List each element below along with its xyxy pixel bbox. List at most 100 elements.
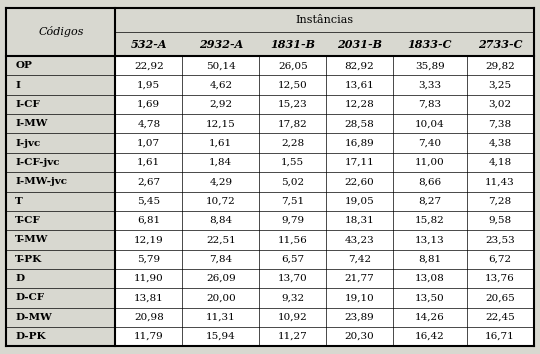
Bar xyxy=(182,114,259,133)
Bar xyxy=(467,56,534,75)
Text: 1,07: 1,07 xyxy=(137,139,160,148)
Bar xyxy=(116,192,182,211)
Text: 22,92: 22,92 xyxy=(134,61,164,70)
Bar xyxy=(467,211,534,230)
Text: 20,98: 20,98 xyxy=(134,313,164,322)
Bar xyxy=(182,250,259,269)
Bar xyxy=(259,269,326,288)
Text: T-MW: T-MW xyxy=(15,235,49,244)
Text: 10,04: 10,04 xyxy=(415,119,445,128)
Bar xyxy=(259,308,326,327)
Text: 11,90: 11,90 xyxy=(134,274,164,283)
Text: 11,56: 11,56 xyxy=(278,235,308,244)
Text: Instâncias: Instâncias xyxy=(295,15,354,25)
Text: D-PK: D-PK xyxy=(15,332,46,341)
Bar xyxy=(259,230,326,250)
Text: 6,72: 6,72 xyxy=(489,255,512,264)
Text: 23,89: 23,89 xyxy=(345,313,374,322)
Text: 7,51: 7,51 xyxy=(281,197,305,206)
Text: 7,42: 7,42 xyxy=(348,255,371,264)
Text: I-CF-jvc: I-CF-jvc xyxy=(15,158,60,167)
Text: 6,57: 6,57 xyxy=(281,255,305,264)
Bar xyxy=(116,269,182,288)
Bar xyxy=(393,327,467,346)
Text: 13,13: 13,13 xyxy=(415,235,445,244)
Text: 1,69: 1,69 xyxy=(137,100,160,109)
Text: D-CF: D-CF xyxy=(15,293,44,302)
Text: 2031-B: 2031-B xyxy=(337,39,382,50)
Text: 50,14: 50,14 xyxy=(206,61,235,70)
Bar xyxy=(467,269,534,288)
Text: 18,31: 18,31 xyxy=(345,216,374,225)
Text: 2,92: 2,92 xyxy=(209,100,232,109)
Text: 15,82: 15,82 xyxy=(415,216,445,225)
Bar xyxy=(116,250,182,269)
Bar xyxy=(467,95,534,114)
Text: 19,05: 19,05 xyxy=(345,197,374,206)
Bar xyxy=(116,172,182,192)
Text: 11,31: 11,31 xyxy=(206,313,235,322)
Text: 1,61: 1,61 xyxy=(137,158,160,167)
Bar xyxy=(326,95,393,114)
Bar xyxy=(393,211,467,230)
Bar xyxy=(116,288,182,308)
Text: 4,62: 4,62 xyxy=(209,81,232,90)
Bar xyxy=(393,308,467,327)
Text: 15,23: 15,23 xyxy=(278,100,308,109)
Text: 8,81: 8,81 xyxy=(418,255,441,264)
Text: 26,09: 26,09 xyxy=(206,274,235,283)
Text: 6,81: 6,81 xyxy=(137,216,160,225)
Bar xyxy=(467,114,534,133)
Text: 3,33: 3,33 xyxy=(418,81,441,90)
Bar xyxy=(393,269,467,288)
Text: 22,45: 22,45 xyxy=(485,313,515,322)
Text: 1,95: 1,95 xyxy=(137,81,160,90)
Bar xyxy=(326,56,393,75)
Text: 2932-A: 2932-A xyxy=(199,39,243,50)
Bar xyxy=(259,211,326,230)
Text: 1,61: 1,61 xyxy=(209,139,232,148)
Bar xyxy=(116,75,182,95)
Bar xyxy=(467,133,534,153)
Bar xyxy=(326,269,393,288)
Text: 3,25: 3,25 xyxy=(489,81,512,90)
Text: 17,82: 17,82 xyxy=(278,119,308,128)
Bar xyxy=(182,269,259,288)
Text: 11,79: 11,79 xyxy=(134,332,164,341)
Text: 532-A: 532-A xyxy=(131,39,167,50)
Text: 1833-C: 1833-C xyxy=(408,39,452,50)
Text: 4,18: 4,18 xyxy=(489,158,512,167)
Bar xyxy=(182,95,259,114)
Text: D-MW: D-MW xyxy=(15,313,52,322)
Bar xyxy=(259,95,326,114)
Text: Códigos: Códigos xyxy=(38,27,84,38)
Bar xyxy=(182,288,259,308)
Text: 13,76: 13,76 xyxy=(485,274,515,283)
Text: 4,78: 4,78 xyxy=(137,119,160,128)
Text: 26,05: 26,05 xyxy=(278,61,308,70)
Bar xyxy=(116,327,182,346)
Bar xyxy=(116,133,182,153)
Text: 13,50: 13,50 xyxy=(415,293,445,302)
Text: T: T xyxy=(15,197,23,206)
Text: 5,45: 5,45 xyxy=(137,197,160,206)
Bar xyxy=(326,308,393,327)
Text: 9,58: 9,58 xyxy=(489,216,512,225)
Text: 8,66: 8,66 xyxy=(418,177,441,186)
Text: I-CF: I-CF xyxy=(15,100,40,109)
Bar xyxy=(326,153,393,172)
Text: 13,08: 13,08 xyxy=(415,274,445,283)
Text: 5,79: 5,79 xyxy=(137,255,160,264)
Text: D: D xyxy=(15,274,24,283)
Text: 22,51: 22,51 xyxy=(206,235,235,244)
Bar xyxy=(467,230,534,250)
Text: 16,42: 16,42 xyxy=(415,332,445,341)
Text: 43,23: 43,23 xyxy=(345,235,374,244)
Bar xyxy=(116,230,182,250)
Text: 20,30: 20,30 xyxy=(345,332,374,341)
Bar xyxy=(467,327,534,346)
Bar xyxy=(182,56,259,75)
Text: 7,40: 7,40 xyxy=(418,139,441,148)
Text: 16,71: 16,71 xyxy=(485,332,515,341)
Bar xyxy=(116,308,182,327)
